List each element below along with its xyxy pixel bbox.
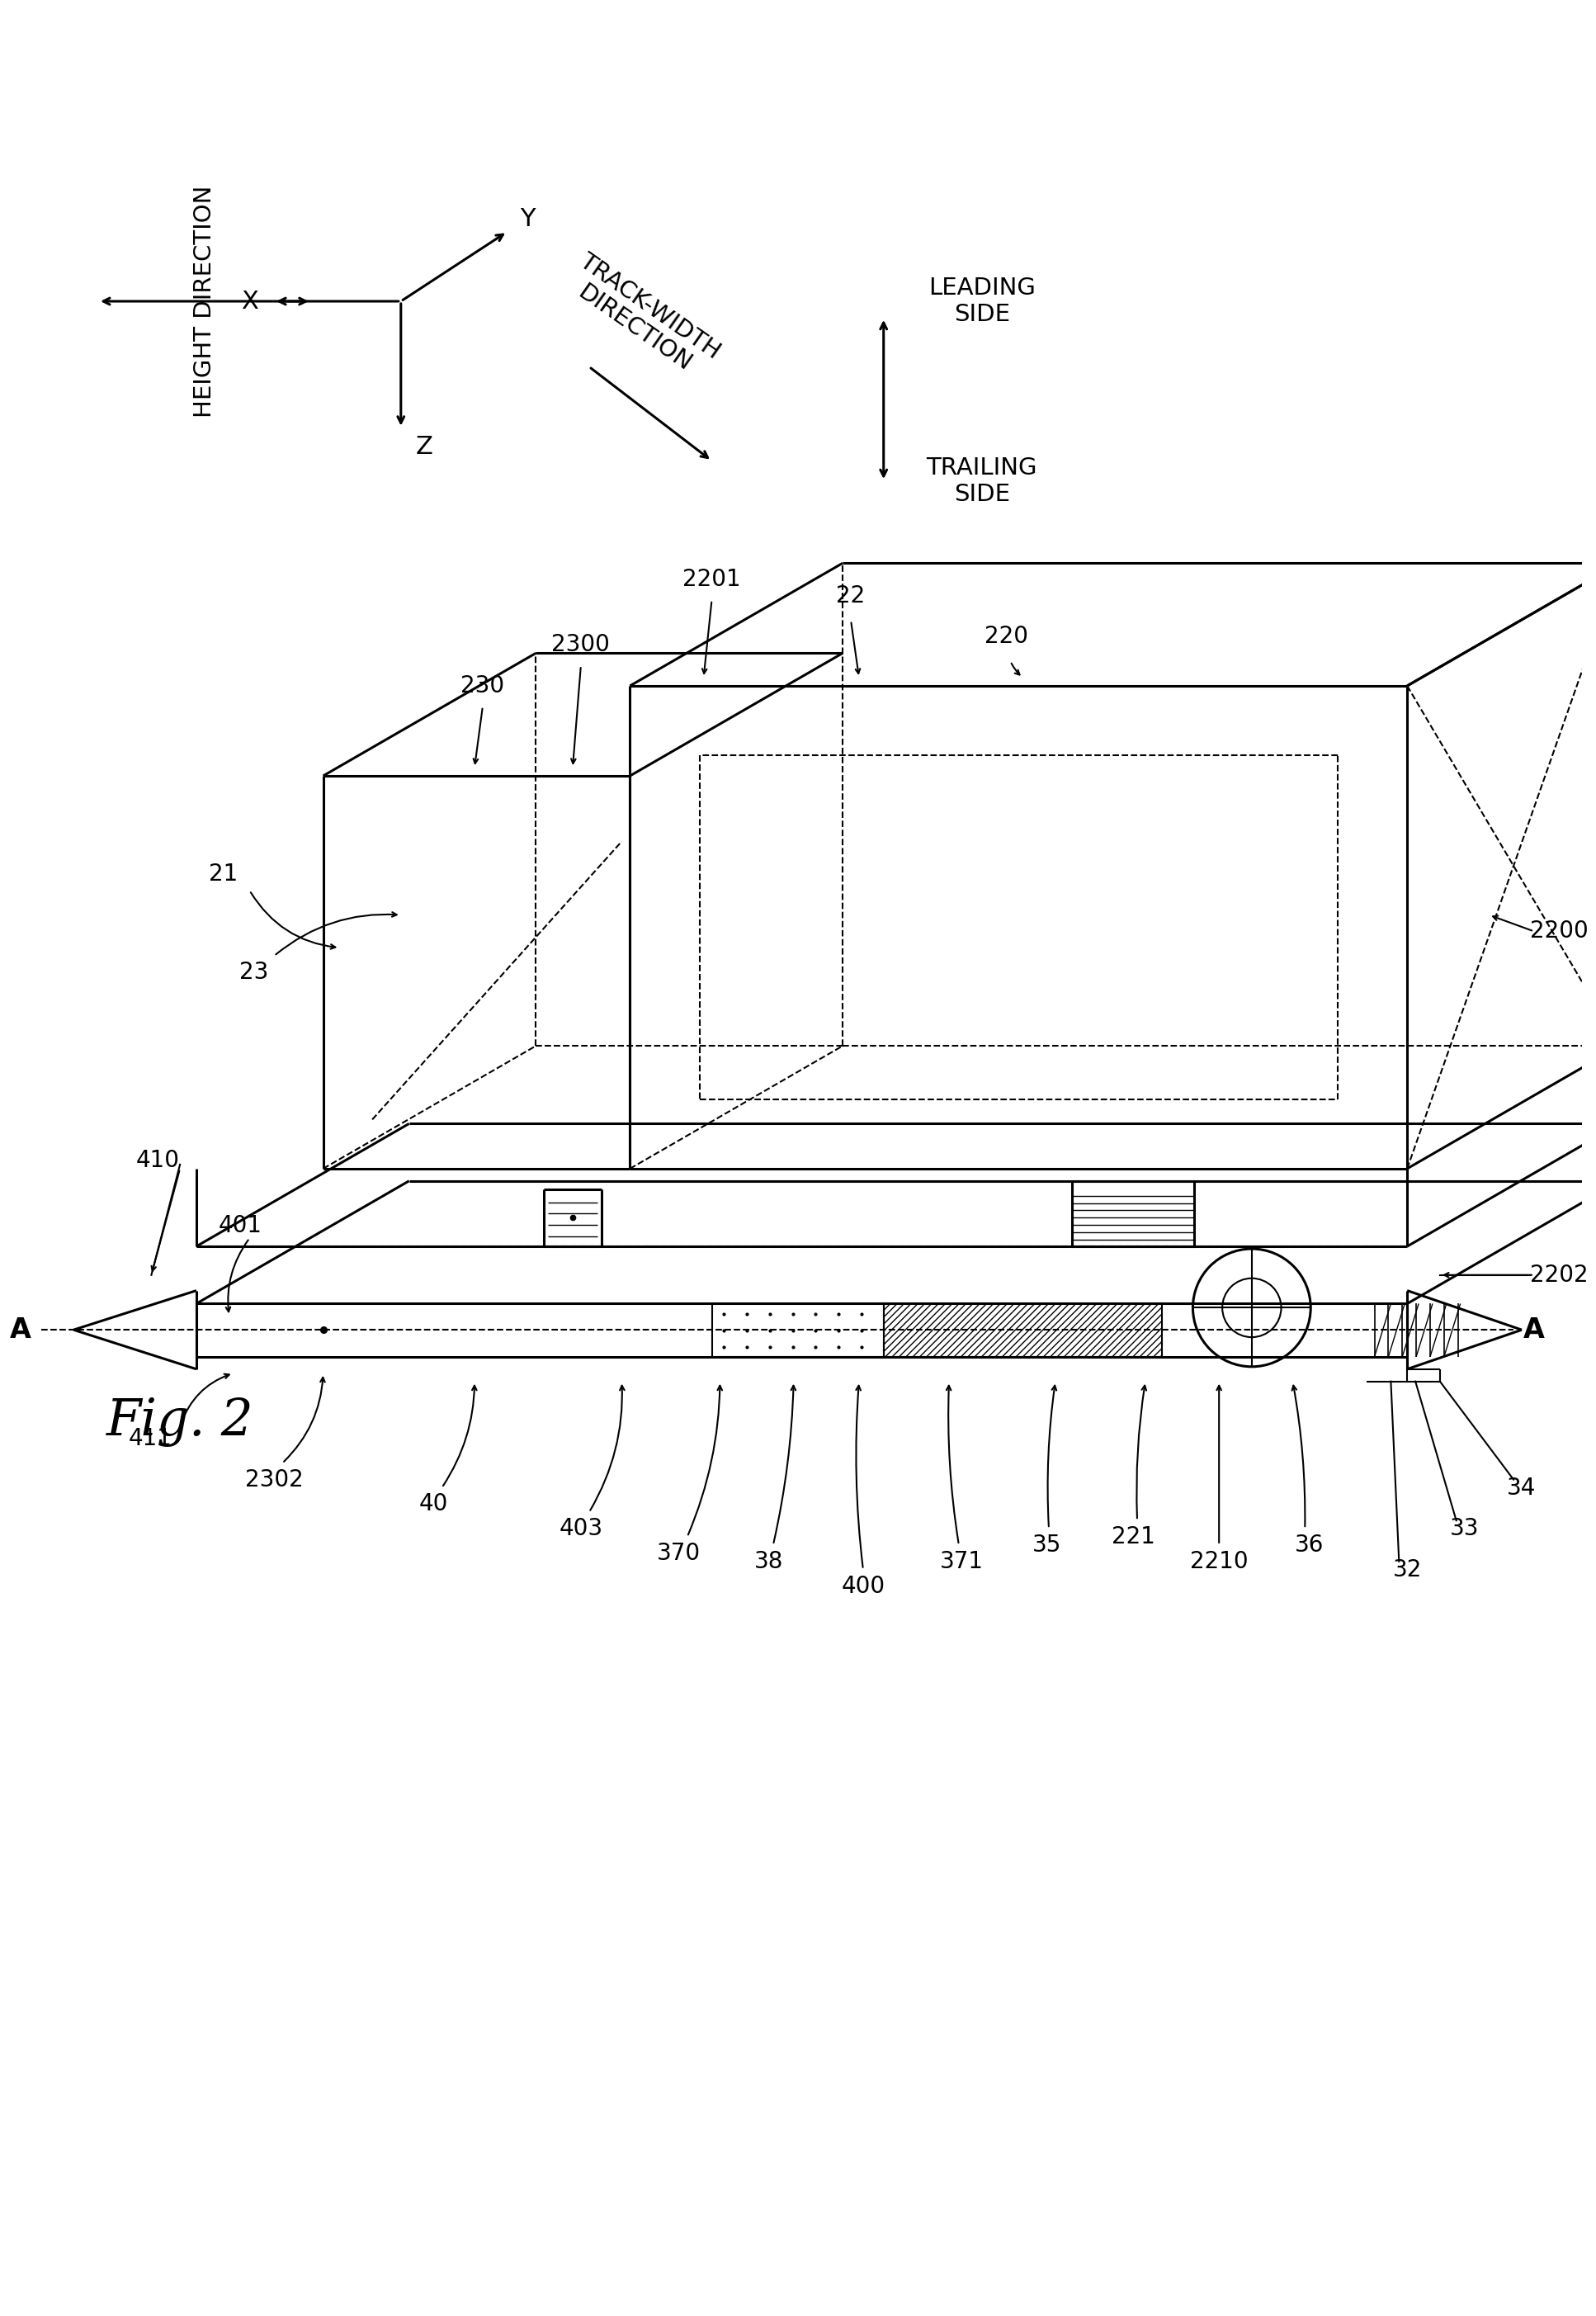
Text: 32: 32 <box>1393 1559 1422 1582</box>
Text: 40: 40 <box>420 1492 448 1515</box>
Text: 22: 22 <box>836 584 865 607</box>
Text: 2302: 2302 <box>244 1468 303 1492</box>
Text: 2200: 2200 <box>1531 919 1588 943</box>
Text: 411: 411 <box>128 1427 172 1450</box>
Text: 38: 38 <box>755 1549 784 1573</box>
Text: TRACK-WIDTH
DIRECTION: TRACK-WIDTH DIRECTION <box>560 250 725 387</box>
Text: 2210: 2210 <box>1191 1549 1248 1573</box>
Text: 401: 401 <box>219 1214 262 1237</box>
Text: 2300: 2300 <box>552 632 610 655</box>
Text: Fig. 2: Fig. 2 <box>107 1397 254 1448</box>
Text: A: A <box>1523 1315 1545 1343</box>
Text: TRAILING
SIDE: TRAILING SIDE <box>926 456 1037 507</box>
Bar <box>884 1304 1162 1357</box>
Text: 400: 400 <box>841 1575 886 1598</box>
Text: 221: 221 <box>1111 1526 1156 1549</box>
Text: 230: 230 <box>461 674 504 697</box>
Text: 403: 403 <box>559 1517 603 1540</box>
Text: HEIGHT DIRECTION: HEIGHT DIRECTION <box>193 185 215 417</box>
Text: A: A <box>10 1315 30 1343</box>
Text: 33: 33 <box>1449 1517 1479 1540</box>
Text: 371: 371 <box>940 1549 983 1573</box>
Text: 34: 34 <box>1507 1475 1537 1498</box>
Bar <box>712 1304 884 1357</box>
Text: 23: 23 <box>239 961 268 984</box>
Text: 2202: 2202 <box>1531 1265 1588 1288</box>
Text: LEADING
SIDE: LEADING SIDE <box>929 276 1036 327</box>
Text: 220: 220 <box>985 625 1028 648</box>
Text: Y: Y <box>520 208 535 232</box>
Text: 370: 370 <box>658 1542 701 1566</box>
Text: Z: Z <box>415 435 433 459</box>
Text: 21: 21 <box>209 862 238 885</box>
Text: 35: 35 <box>1033 1533 1061 1556</box>
Text: 410: 410 <box>136 1149 180 1172</box>
Text: 36: 36 <box>1294 1533 1323 1556</box>
Text: 2201: 2201 <box>683 567 741 591</box>
Text: X: X <box>241 290 259 313</box>
